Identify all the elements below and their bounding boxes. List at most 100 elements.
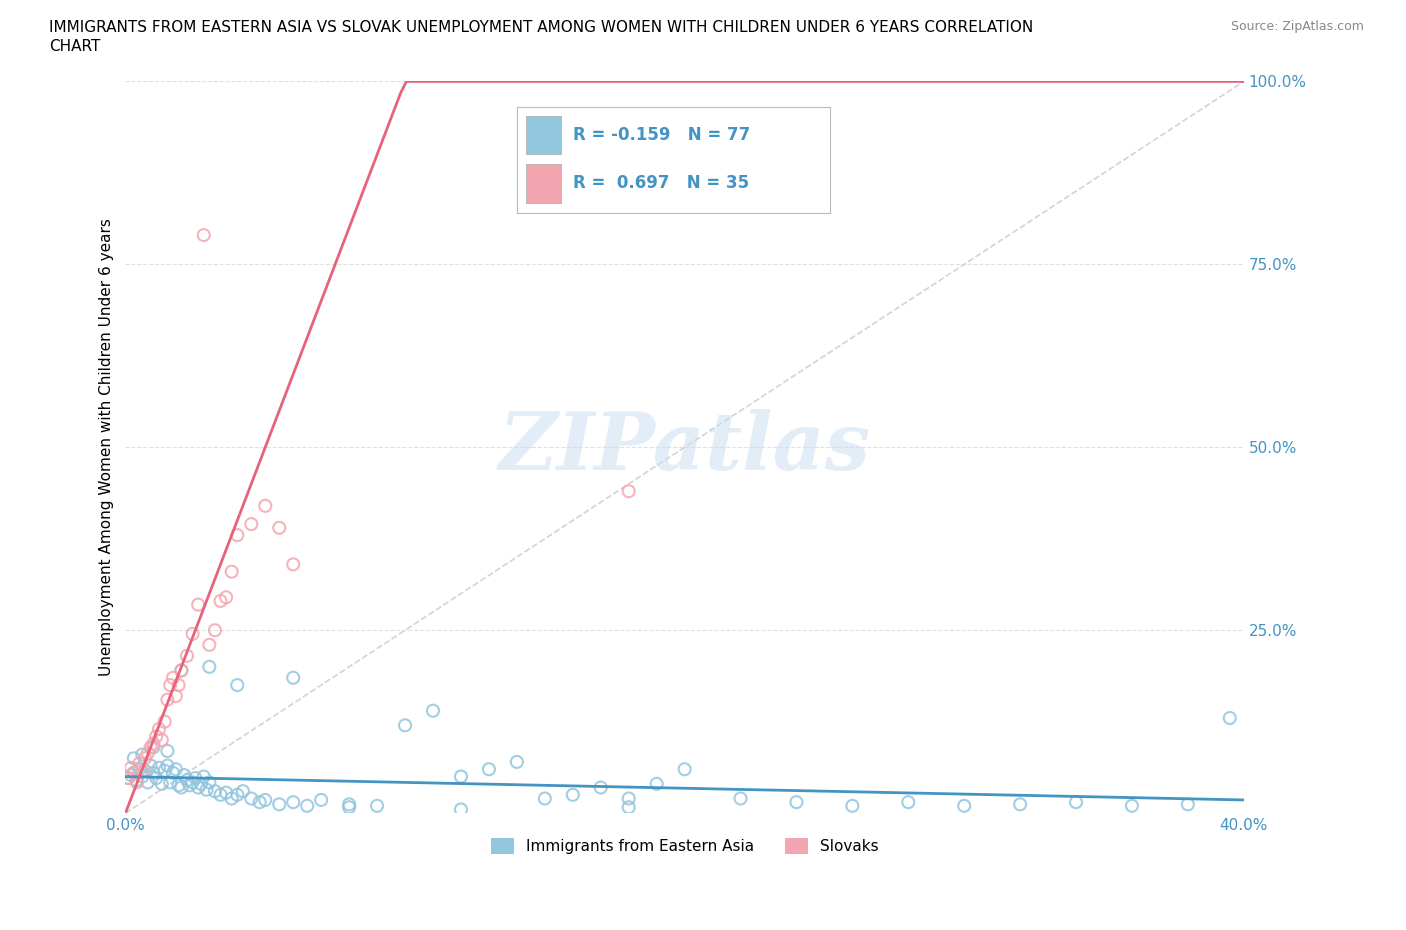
Point: [204, 784, 226, 799]
Point: [120, 767, 142, 782]
Point: [170, 663, 193, 678]
Point: [204, 623, 226, 638]
Point: [173, 767, 195, 782]
Point: [450, 769, 472, 784]
Point: [190, 777, 212, 791]
Point: [142, 737, 165, 751]
Point: [165, 762, 187, 777]
Point: [162, 671, 184, 685]
Point: [167, 777, 190, 792]
Point: [240, 791, 263, 806]
Point: [134, 751, 156, 765]
Point: [120, 761, 142, 776]
Point: [184, 771, 207, 786]
Text: CHART: CHART: [49, 39, 101, 54]
Point: [142, 740, 165, 755]
Point: [156, 692, 179, 707]
Point: [506, 754, 529, 769]
Point: [589, 780, 612, 795]
Point: [645, 777, 668, 791]
Point: [337, 797, 360, 812]
Point: [179, 777, 201, 792]
Point: [617, 791, 640, 806]
Point: [897, 795, 920, 810]
Point: [309, 792, 332, 807]
Point: [136, 746, 159, 761]
Point: [128, 756, 150, 771]
Point: [122, 765, 145, 780]
Point: [145, 729, 167, 744]
Point: [156, 758, 179, 773]
Point: [176, 648, 198, 663]
Point: [148, 722, 170, 737]
Point: [337, 800, 360, 815]
Point: [117, 771, 139, 786]
Point: [148, 761, 170, 776]
Point: [156, 743, 179, 758]
Point: [193, 228, 215, 243]
Point: [187, 597, 209, 612]
Point: [249, 795, 271, 810]
Point: [195, 782, 218, 797]
Point: [422, 703, 444, 718]
Point: [394, 718, 416, 733]
Point: [215, 590, 238, 604]
Point: [159, 678, 181, 693]
Point: [128, 762, 150, 777]
Point: [131, 747, 153, 762]
Point: [1121, 798, 1143, 813]
Point: [153, 714, 176, 729]
Point: [170, 780, 193, 795]
Point: [450, 802, 472, 817]
Legend: Immigrants from Eastern Asia, Slovaks: Immigrants from Eastern Asia, Slovaks: [485, 832, 884, 860]
Point: [785, 795, 807, 810]
Point: [478, 762, 501, 777]
Point: [283, 795, 305, 810]
Point: [209, 788, 232, 803]
Point: [181, 627, 204, 642]
Point: [221, 565, 243, 579]
Text: ZIPatlas: ZIPatlas: [499, 408, 870, 486]
Point: [165, 688, 187, 703]
Point: [617, 800, 640, 815]
Point: [283, 671, 305, 685]
Point: [167, 678, 190, 693]
Point: [198, 637, 221, 652]
Y-axis label: Unemployment Among Women with Children Under 6 years: Unemployment Among Women with Children U…: [100, 219, 114, 676]
Point: [162, 765, 184, 780]
Point: [176, 773, 198, 788]
Point: [232, 784, 254, 799]
Point: [145, 771, 167, 786]
Point: [193, 769, 215, 784]
Point: [283, 557, 305, 572]
Point: [198, 775, 221, 790]
Point: [131, 764, 153, 778]
Point: [953, 798, 976, 813]
Point: [673, 762, 696, 777]
Point: [1219, 711, 1241, 725]
Text: IMMIGRANTS FROM EASTERN ASIA VS SLOVAK UNEMPLOYMENT AMONG WOMEN WITH CHILDREN UN: IMMIGRANTS FROM EASTERN ASIA VS SLOVAK U…: [49, 20, 1033, 35]
Point: [295, 798, 318, 813]
Point: [534, 791, 557, 806]
Point: [226, 527, 249, 542]
Point: [198, 659, 221, 674]
Point: [215, 785, 238, 800]
Point: [561, 788, 583, 803]
Text: Source: ZipAtlas.com: Source: ZipAtlas.com: [1230, 20, 1364, 33]
Point: [841, 798, 863, 813]
Point: [209, 593, 232, 608]
Point: [142, 765, 165, 780]
Point: [221, 791, 243, 806]
Point: [617, 484, 640, 498]
Point: [1010, 797, 1032, 812]
Point: [131, 769, 153, 784]
Point: [136, 775, 159, 790]
Point: [139, 758, 162, 773]
Point: [159, 775, 181, 790]
Point: [269, 797, 291, 812]
Point: [122, 765, 145, 780]
Point: [187, 780, 209, 795]
Point: [150, 777, 173, 791]
Point: [125, 775, 148, 790]
Point: [117, 771, 139, 786]
